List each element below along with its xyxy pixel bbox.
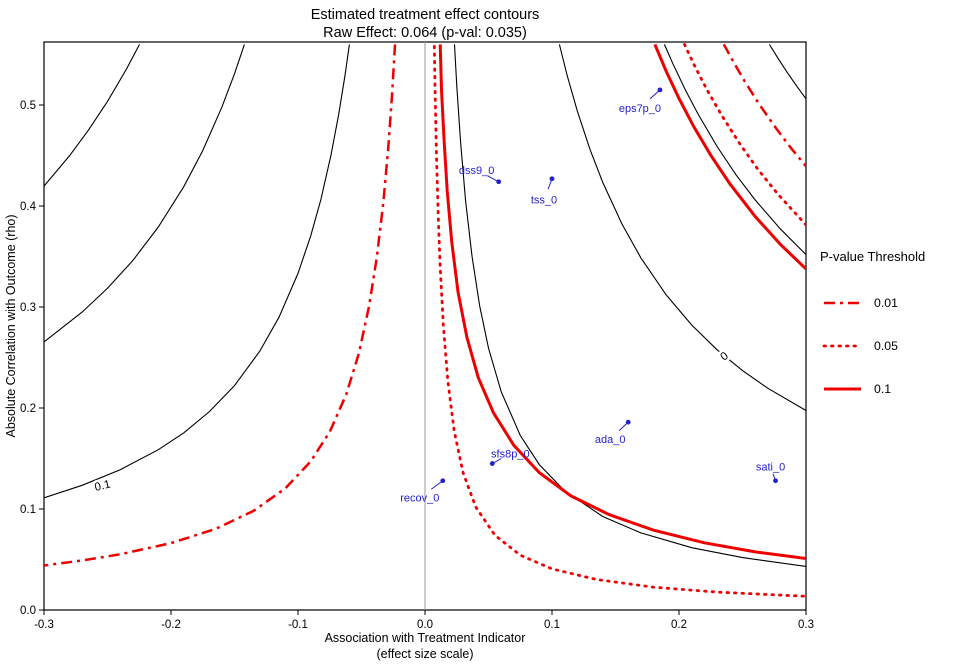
chart-title: Estimated treatment effect contours <box>311 7 540 23</box>
y-tick-label: 0.1 <box>20 504 36 516</box>
pvalue-contour-0.05-negative <box>683 43 806 227</box>
point-sati_0 <box>773 478 778 484</box>
pvalue-contour-0.1-positive <box>438 44 806 560</box>
point-label-dss9_0: dss9_0 <box>459 165 494 177</box>
pvalue-contour-0.01-negative <box>722 43 806 168</box>
point-label-tss_0: tss_0 <box>531 195 557 207</box>
effect-contour-0 <box>558 44 806 411</box>
x-tick-label: -0.1 <box>288 619 308 631</box>
x-axis-title-line1: Association with Treatment Indicator <box>325 631 526 645</box>
y-axis-title: Absolute Correlation with Outcome (rho) <box>4 214 18 437</box>
effect-contour--0.05 <box>663 44 806 255</box>
y-tick-label: 0.5 <box>20 100 36 112</box>
x-tick-label: 0.0 <box>417 619 433 631</box>
legend-label-0.1: 0.1 <box>874 382 891 396</box>
legend: P-value Threshold 0.01 0.05 0.1 <box>820 249 925 396</box>
point-label-sfs8p_0: sfs8p_0 <box>491 449 530 461</box>
axes-layer: -0.3 -0.2 -0.1 0.0 0.1 0.2 0.3 0.0 0.1 0.2 0.3 0.4 0… <box>20 100 814 631</box>
point-label-sati_0: sati_0 <box>756 462 785 474</box>
point-eps7p_0 <box>657 87 663 93</box>
x-tick-label: -0.2 <box>161 619 181 631</box>
x-tick-label: -0.3 <box>34 619 54 631</box>
point-recov_0 <box>440 478 446 484</box>
effect-contour-0.05 <box>453 44 806 567</box>
legend-title: P-value Threshold <box>820 249 925 264</box>
point-label-recov_0: recov_0 <box>400 493 439 505</box>
point-tss_0 <box>549 176 555 182</box>
x-tick-label: 0.3 <box>798 619 814 631</box>
y-tick-label: 0.4 <box>20 201 37 213</box>
covariate-point-layer: eps7p_0 dss9_0 tss_0 ada_0 sfs8p_0 recov_0 sat… <box>400 87 785 505</box>
pvalue-contour-0.05-positive <box>432 45 806 598</box>
effect-contour-0.15 <box>44 44 245 343</box>
pvalue-contour-layer <box>44 43 806 598</box>
legend-label-0.01: 0.01 <box>874 296 898 310</box>
pvalue-contour-0.1-negative <box>653 43 806 270</box>
effect-contour--0.1 <box>768 44 806 100</box>
effect-contour-0.2 <box>44 44 140 187</box>
x-tick-label: 0.1 <box>544 619 560 631</box>
effect-contour-layer <box>44 44 806 567</box>
point-dss9_0 <box>496 179 502 185</box>
y-tick-label: 0.2 <box>20 403 36 415</box>
point-label-eps7p_0: eps7p_0 <box>619 103 661 115</box>
point-ada_0 <box>625 419 631 425</box>
x-tick-label: 0.2 <box>671 619 687 631</box>
x-axis-title-line2: (effect size scale) <box>376 647 473 661</box>
chart-subtitle: Raw Effect: 0.064 (p-val: 0.035) <box>323 25 527 41</box>
legend-label-0.05: 0.05 <box>874 339 898 353</box>
y-tick-label: 0.3 <box>20 302 36 314</box>
y-tick-label: 0.0 <box>20 605 36 617</box>
point-label-ada_0: ada_0 <box>595 434 626 446</box>
effect-contour-0.1 <box>44 44 350 499</box>
point-sfs8p_0 <box>489 461 495 466</box>
